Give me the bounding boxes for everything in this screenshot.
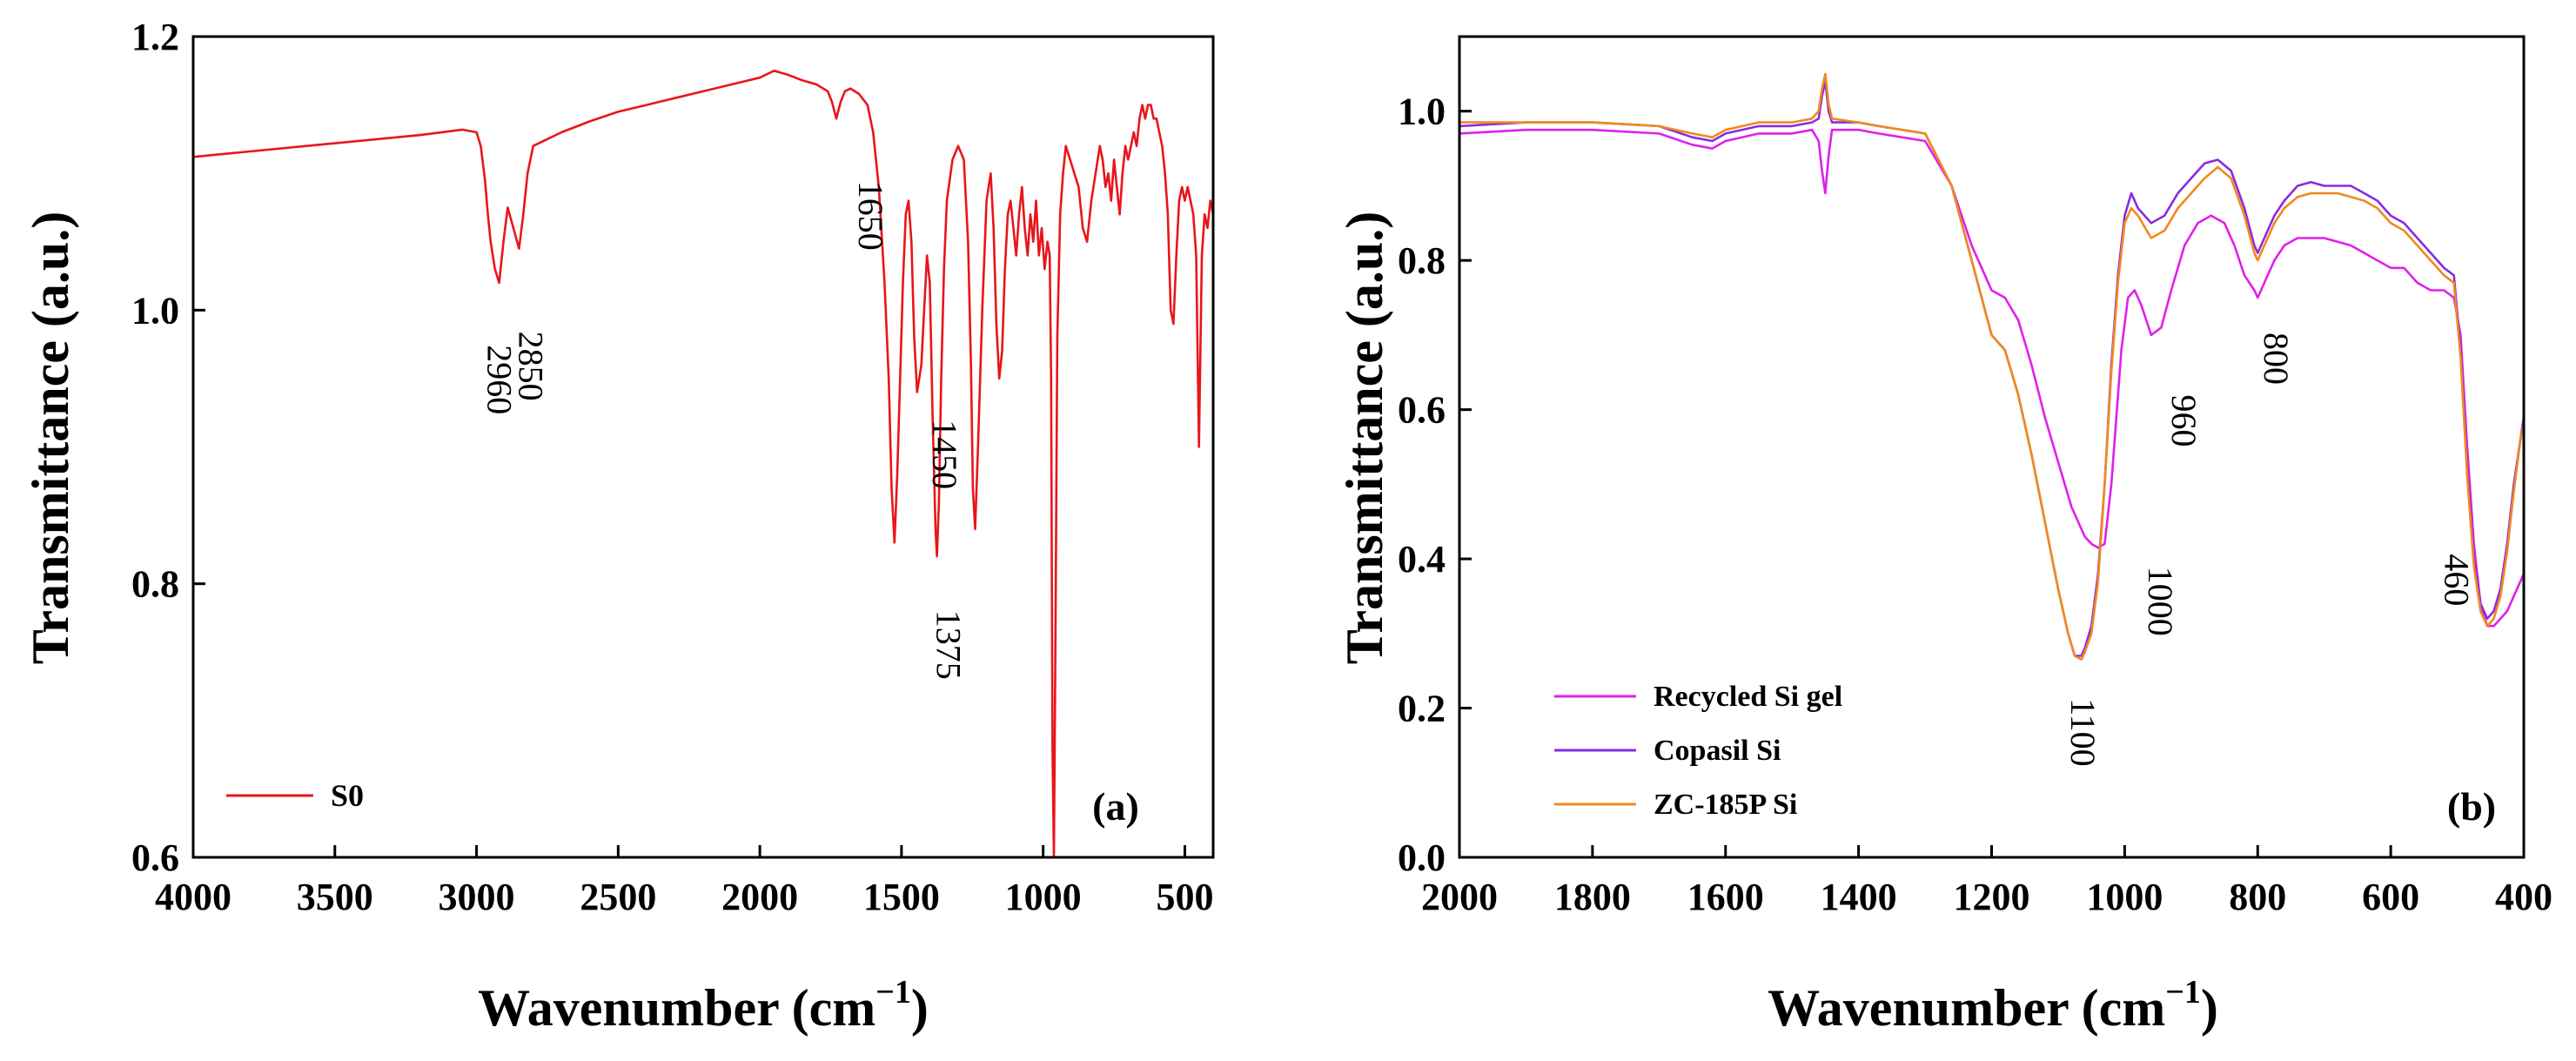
panel-b-ticks <box>1458 110 2526 859</box>
panel-b-ytick-label: 0.2 <box>1398 688 1446 730</box>
panel-a-legend: S0 <box>226 778 364 813</box>
panel-a-ytick-label: 0.6 <box>131 836 179 879</box>
panel-b-xlabel: Wavenumber (cm−1) <box>1768 974 2218 1037</box>
panel-a-xtick-label: 500 <box>1156 876 1213 918</box>
panel-a-ytick-label: 1.2 <box>131 16 179 58</box>
panel-b-ytick-label: 1.0 <box>1398 91 1446 133</box>
panel-b-xtick-label: 800 <box>2229 876 2286 918</box>
panel-a-xtick-label: 4000 <box>155 876 231 918</box>
panel-b-ytick-label: 0.6 <box>1398 389 1446 432</box>
panel-b-legend: Recycled Si gel Copasil Si ZC-185P Si <box>1554 681 1842 821</box>
panel-a-xtick-label: 3000 <box>439 876 515 918</box>
panel-a-ytick-label: 1.0 <box>131 289 179 332</box>
panel-a-ytick-label: 0.8 <box>131 563 179 606</box>
panel-b-annotations: 1100 1000 960 800 460 <box>2063 332 2477 767</box>
panel-b-xtick-label: 400 <box>2495 876 2553 918</box>
legend-label-zc185p: ZC-185P Si <box>1654 789 1797 821</box>
panel-b-ylabel: Transmittance (a.u.) <box>1336 212 1393 665</box>
panel-b-xtick-label: 1800 <box>1554 876 1631 918</box>
panel-b-xtick-labels: 2000 1800 1600 1400 1200 1000 800 600 400 <box>1421 876 2553 918</box>
panel-a-label: (a) <box>1092 784 1139 829</box>
legend-label-copasil: Copasil Si <box>1654 735 1781 767</box>
panel-a-peak-label-1650: 1650 <box>851 181 890 251</box>
panel-a-xtick-label: 3500 <box>297 876 373 918</box>
panel-b-ytick-label: 0.4 <box>1398 538 1446 581</box>
panel-b-xtick-label: 2000 <box>1421 876 1498 918</box>
panel-b-ytick-label: 0.8 <box>1398 239 1446 282</box>
panel-a-xtick-label: 1500 <box>863 876 940 918</box>
panel-a-peak-label-2960: 2960 <box>480 345 520 414</box>
panel-a-xtick-label: 1000 <box>1005 876 1082 918</box>
panel-b-series-recycled-si-gel <box>1458 128 2526 628</box>
panel-b-label: (b) <box>2447 784 2496 829</box>
legend-label-s0: S0 <box>331 778 364 813</box>
chart-panel-a: 4000 3500 3000 2500 2000 1500 1000 500 0.6 0.8 1.… <box>22 16 1215 1037</box>
panel-a-ytick-labels: 0.6 0.8 1.0 1.2 <box>131 16 179 879</box>
panel-b-ytick-labels: 0.0 0.2 0.4 0.6 0.8 1.0 <box>1398 91 1446 879</box>
panel-b-ytick-label: 0.0 <box>1398 836 1446 879</box>
panel-b-peak-label-1000: 1000 <box>2141 567 2180 636</box>
chart-panel-b: 2000 1800 1600 1400 1200 1000 800 600 400 0.0 0.2… <box>1336 35 2553 1037</box>
panel-b-xtick-label: 1600 <box>1687 876 1764 918</box>
panel-a-peak-label-1450: 1450 <box>925 420 964 489</box>
legend-label-recycled: Recycled Si gel <box>1654 681 1842 713</box>
panel-a-xlabel: Wavenumber (cm−1) <box>478 974 929 1037</box>
panel-a-series-s0 <box>191 70 1215 859</box>
panel-b-xtick-label: 600 <box>2362 876 2419 918</box>
panel-a-ylabel: Transmittance (a.u.) <box>22 212 79 665</box>
panel-a-peak-label-1375: 1375 <box>929 610 969 680</box>
panel-b-peak-label-800: 800 <box>2257 332 2296 385</box>
panel-a-ticks <box>191 35 1186 859</box>
panel-a-series <box>191 70 1215 859</box>
panel-b-series-zc-185p-si <box>1458 72 2526 661</box>
panel-b-plot-frame <box>1458 35 2526 859</box>
panel-a-peak-label-2850: 2850 <box>511 332 550 401</box>
panel-b-xtick-label: 1400 <box>1821 876 1897 918</box>
panel-b-peak-label-960: 960 <box>2164 395 2204 447</box>
panel-b-peak-label-1100: 1100 <box>2063 698 2103 767</box>
panel-a-xtick-label: 2500 <box>580 876 656 918</box>
panel-b-xtick-label: 1000 <box>2086 876 2163 918</box>
panel-a-plot-frame <box>191 35 1215 859</box>
panel-b-series-copasil-si <box>1458 80 2526 657</box>
panel-b-series <box>1458 72 2526 661</box>
panel-a-xtick-labels: 4000 3500 3000 2500 2000 1500 1000 500 <box>155 876 1213 918</box>
panel-b-peak-label-460: 460 <box>2438 554 2477 606</box>
panel-b-xtick-label: 1200 <box>1954 876 2030 918</box>
panel-a-xtick-label: 2000 <box>721 876 798 918</box>
